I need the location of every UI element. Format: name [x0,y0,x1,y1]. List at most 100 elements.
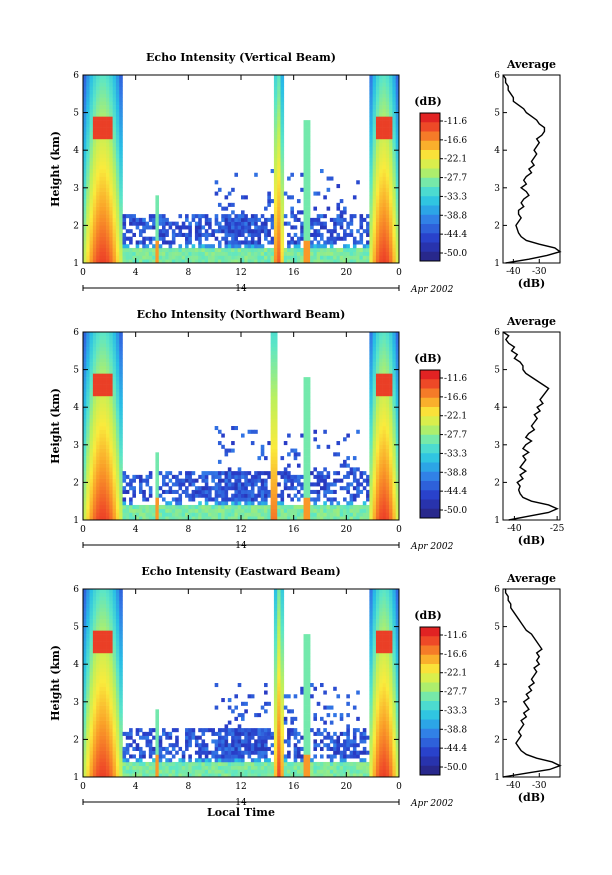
heatmap-cell [208,471,212,476]
heatmap-cell [92,123,97,128]
heatmap-cell [96,758,100,763]
heatmap-cell [115,463,120,468]
heatmap-cell [303,244,308,249]
heatmap-cell [375,354,380,359]
heatmap-cell [92,90,97,95]
heatmap-cell [181,754,186,759]
heatmap-cell [106,426,110,431]
heatmap-cell [89,497,94,502]
heatmap-cell [99,690,104,695]
heatmap-cell [303,202,308,207]
heatmap-cell [109,686,113,691]
heatmap-cell [306,433,311,438]
heatmap-cell [109,493,113,498]
heatmap-cell [237,229,242,234]
heatmap-cell [96,240,100,245]
heatmap-cell [155,497,160,502]
heatmap-cell [231,482,235,487]
heatmap-cell [234,236,239,241]
heatmap-cell [316,244,321,249]
heatmap-cell [372,377,377,382]
heatmap-cell [208,508,212,513]
heatmap-cell [155,202,160,207]
heatmap-cell [92,448,97,453]
heatmap-cell [211,471,215,476]
heatmap-cell [244,489,248,494]
heatmap-cell [99,675,104,680]
heatmap-cell [389,195,393,200]
heatmap-cell [102,362,107,367]
heatmap-cell [349,217,354,222]
heatmap-cell [175,743,179,748]
y-axis-label: Height (km) [49,131,62,207]
heatmap-cell [346,247,350,253]
heatmap-cell [379,247,383,253]
heatmap-cell [208,217,212,222]
heatmap-cell [270,478,275,483]
heatmap-cell [382,399,387,404]
heatmap-cell [99,407,104,412]
heatmap-cell [385,362,390,367]
heatmap-cell [83,422,87,427]
heatmap-cell [96,426,100,431]
heatmap-cell [382,422,387,427]
heatmap-cell [372,437,377,442]
heatmap-cell [270,343,275,348]
heatmap-cell [115,240,120,245]
heatmap-cell [83,467,87,472]
heatmap-cell [112,255,117,260]
heatmap-cell [119,660,123,665]
heatmap-cell [385,169,390,174]
heatmap-cell [349,467,354,472]
heatmap-cell [86,247,90,253]
heatmap-cell [270,384,275,389]
colorbar-tick-label: -50.0 [444,249,467,259]
heatmap-cell [99,343,104,348]
heatmap-cell [83,399,87,404]
heatmap-cell [86,236,90,241]
heatmap-cell [112,153,117,159]
heatmap-cell [389,229,393,234]
heatmap-cell [99,694,104,699]
heatmap-cell [119,444,123,449]
heatmap-cell [241,217,245,222]
heatmap-cell [109,377,113,382]
heatmap-cell [99,153,104,159]
heatmap-cell [99,444,104,449]
heatmap-cell [375,82,380,87]
heatmap-cell [92,184,97,189]
heatmap-cell [234,497,239,502]
x-tick-label: 8 [185,525,191,535]
heatmap-cell [92,255,97,260]
heatmap-cell [89,679,94,684]
heatmap-cell [168,731,173,736]
heatmap-cell [375,392,380,397]
heatmap-cell [102,486,107,491]
heatmap-cell [129,486,133,491]
heatmap-cell [204,497,209,502]
heatmap-cell [171,489,176,494]
heatmap-cell [115,671,120,676]
y-tick-label: 5 [73,366,79,376]
heatmap-cell [300,225,304,230]
heatmap-cell [336,452,341,457]
heatmap-cell [375,478,380,483]
heatmap-cell [86,641,90,646]
heatmap-cell [155,501,160,506]
heatmap-cell [385,350,390,355]
heatmap-cell [346,489,350,494]
heatmap-cell [372,399,377,404]
profile-y-tick-label: 5 [494,109,500,119]
heatmap-cell [188,739,192,744]
heatmap-cell [359,240,364,245]
heatmap-cell [115,127,120,132]
heatmap-cell [303,437,308,442]
heatmap-cell [96,184,100,189]
heatmap-cell [257,251,262,256]
y-tick-label: 1 [73,516,79,526]
heatmap-cell [300,232,304,237]
heatmap-cell [83,153,87,159]
heatmap-cell [316,471,321,476]
day-label: 14 [235,541,247,551]
